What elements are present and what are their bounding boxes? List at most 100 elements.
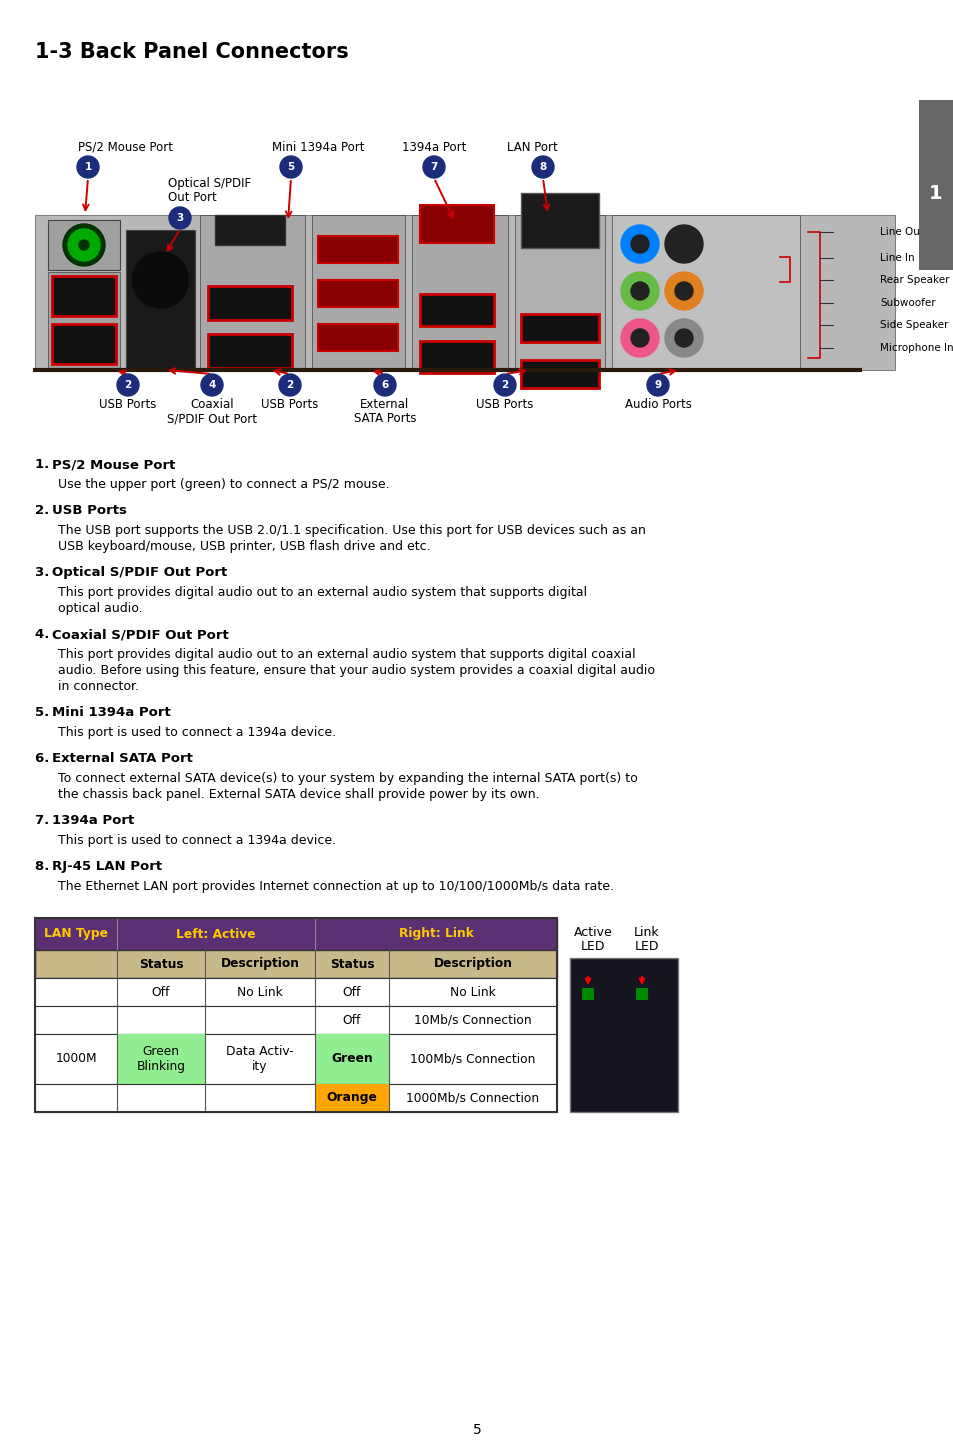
Circle shape: [63, 224, 105, 266]
Text: SATA Ports: SATA Ports: [354, 412, 416, 425]
Text: Out Port: Out Port: [168, 192, 216, 203]
Bar: [419, 205, 494, 242]
Bar: [520, 314, 598, 343]
Bar: [918, 100, 953, 270]
Text: Off: Off: [342, 1013, 361, 1027]
Text: 9: 9: [654, 380, 660, 391]
Text: Green: Green: [331, 1053, 373, 1066]
Text: This port provides digital audio out to an external audio system that supports d: This port provides digital audio out to …: [58, 648, 635, 661]
Bar: [612, 215, 800, 367]
Text: This port provides digital audio out to an external audio system that supports d: This port provides digital audio out to …: [58, 587, 586, 600]
Text: 1000M: 1000M: [55, 1053, 96, 1066]
Bar: [515, 215, 604, 367]
Text: This port is used to connect a 1394a device.: This port is used to connect a 1394a dev…: [58, 833, 335, 847]
Text: Left: Active: Left: Active: [176, 928, 255, 941]
Bar: [314, 1085, 389, 1112]
Bar: [419, 293, 494, 327]
Text: 5: 5: [472, 1423, 481, 1437]
Bar: [636, 987, 647, 1000]
Circle shape: [675, 330, 692, 347]
Text: Mini 1394a Port: Mini 1394a Port: [52, 706, 171, 719]
Text: 6: 6: [381, 380, 388, 391]
Text: 10Mb/s Connection: 10Mb/s Connection: [414, 1013, 531, 1027]
Text: Active: Active: [573, 925, 612, 938]
Text: The USB port supports the USB 2.0/1.1 specification. Use this port for USB devic: The USB port supports the USB 2.0/1.1 sp…: [58, 524, 645, 537]
Text: LAN Type: LAN Type: [44, 928, 108, 941]
Text: 8.: 8.: [35, 860, 54, 873]
Circle shape: [646, 375, 668, 396]
Text: LED: LED: [634, 939, 659, 953]
Circle shape: [422, 155, 444, 179]
Text: External: External: [360, 398, 409, 411]
Text: 1.: 1.: [35, 457, 53, 470]
Text: Right: Link: Right: Link: [398, 928, 473, 941]
Circle shape: [494, 375, 516, 396]
Text: Description: Description: [220, 957, 299, 970]
Text: 100Mb/s Connection: 100Mb/s Connection: [410, 1053, 536, 1066]
Bar: [35, 918, 557, 950]
Text: Subwoofer: Subwoofer: [879, 298, 935, 308]
Text: optical audio.: optical audio.: [58, 603, 143, 616]
Text: Audio Ports: Audio Ports: [624, 398, 691, 411]
Bar: [208, 334, 292, 367]
Text: This port is used to connect a 1394a device.: This port is used to connect a 1394a dev…: [58, 726, 335, 739]
Text: External SATA Port: External SATA Port: [52, 752, 193, 765]
Text: Use the upper port (green) to connect a PS/2 mouse.: Use the upper port (green) to connect a …: [58, 478, 389, 491]
Circle shape: [77, 155, 99, 179]
Bar: [117, 1034, 205, 1085]
Circle shape: [675, 235, 692, 253]
Text: The Ethernet LAN port provides Internet connection at up to 10/100/1000Mb/s data: The Ethernet LAN port provides Internet …: [58, 880, 614, 893]
Text: 2: 2: [501, 380, 508, 391]
Text: 1: 1: [928, 184, 942, 203]
Text: Coaxial S/PDIF Out Port: Coaxial S/PDIF Out Port: [52, 629, 229, 640]
Text: Optical S/PDIF: Optical S/PDIF: [168, 177, 251, 190]
Text: Description: Description: [433, 957, 512, 970]
Bar: [317, 237, 397, 263]
Circle shape: [117, 375, 139, 396]
Text: Green
Blinking: Green Blinking: [136, 1045, 185, 1073]
Text: No Link: No Link: [237, 986, 283, 999]
Text: Status: Status: [330, 957, 374, 970]
Bar: [312, 215, 405, 367]
Bar: [48, 272, 120, 367]
Text: Side Speaker: Side Speaker: [879, 319, 947, 330]
Circle shape: [630, 330, 648, 347]
Text: 2: 2: [286, 380, 294, 391]
Text: 1000Mb/s Connection: 1000Mb/s Connection: [406, 1092, 539, 1105]
Bar: [35, 1006, 557, 1034]
Text: Orange: Orange: [326, 1092, 377, 1105]
Bar: [126, 229, 194, 370]
Text: Off: Off: [152, 986, 170, 999]
Text: 5: 5: [287, 163, 294, 171]
Circle shape: [675, 282, 692, 301]
Bar: [52, 276, 116, 317]
Text: 5.: 5.: [35, 706, 53, 719]
Text: 4.: 4.: [35, 629, 54, 640]
Text: Mini 1394a Port: Mini 1394a Port: [272, 141, 364, 154]
Bar: [520, 193, 598, 248]
Text: PS/2 Mouse Port: PS/2 Mouse Port: [52, 457, 175, 470]
Text: Microphone In: Microphone In: [879, 343, 953, 353]
Text: USB Ports: USB Ports: [99, 398, 156, 411]
Text: Status: Status: [138, 957, 183, 970]
Circle shape: [132, 253, 189, 308]
Circle shape: [664, 272, 702, 309]
Text: LED: LED: [580, 939, 604, 953]
Circle shape: [664, 225, 702, 263]
Text: USB keyboard/mouse, USB printer, USB flash drive and etc.: USB keyboard/mouse, USB printer, USB fla…: [58, 540, 430, 553]
Bar: [317, 280, 397, 306]
Text: Line Out: Line Out: [879, 227, 923, 237]
Bar: [35, 918, 557, 1112]
Text: PS/2 Mouse Port: PS/2 Mouse Port: [78, 141, 172, 154]
Circle shape: [630, 235, 648, 253]
Circle shape: [169, 208, 191, 229]
Bar: [35, 950, 557, 979]
Circle shape: [280, 155, 302, 179]
Text: 7: 7: [430, 163, 437, 171]
Text: 1394a Port: 1394a Port: [401, 141, 466, 154]
Bar: [35, 979, 557, 1006]
Text: USB Ports: USB Ports: [261, 398, 318, 411]
Circle shape: [620, 272, 659, 309]
Text: 7.: 7.: [35, 815, 53, 828]
Circle shape: [79, 240, 89, 250]
